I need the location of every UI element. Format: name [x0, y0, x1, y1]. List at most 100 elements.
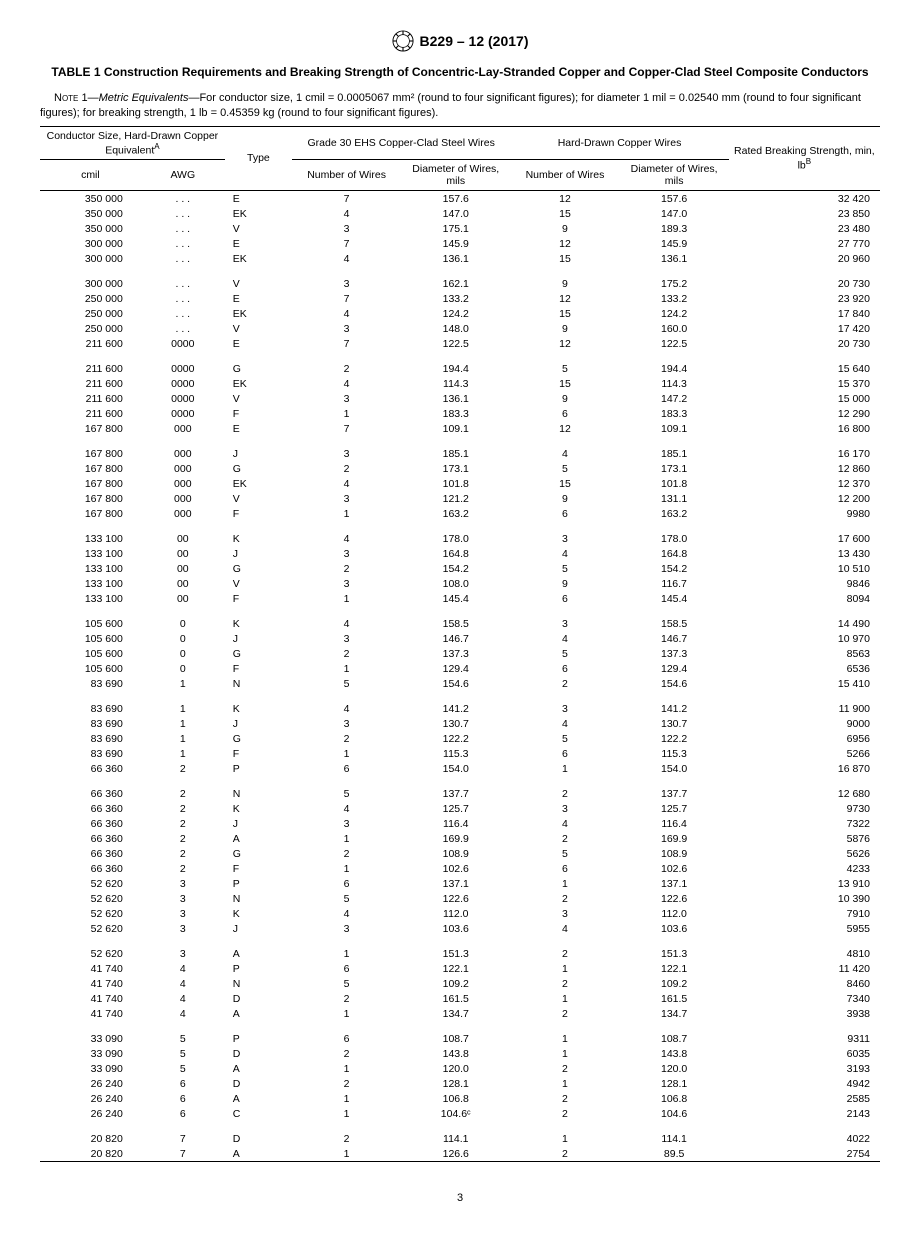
cell-awg: 000 — [141, 506, 225, 521]
cell-n2: 2 — [510, 1091, 619, 1106]
cell-cmil: 66 360 — [40, 846, 141, 861]
table-row: 350 000. . .EK4147.015147.023 850 — [40, 206, 880, 221]
cell-d1: 128.1 — [401, 1076, 510, 1091]
cell-n2: 15 — [510, 306, 619, 321]
cell-n1: 3 — [292, 546, 401, 561]
cell-n2: 1 — [510, 991, 619, 1006]
cell-n2: 6 — [510, 746, 619, 761]
cell-type: EK — [225, 206, 292, 221]
cell-n1: 6 — [292, 961, 401, 976]
cell-strength: 4810 — [729, 946, 880, 961]
cell-n2: 9 — [510, 276, 619, 291]
cell-awg: 2 — [141, 831, 225, 846]
cell-cmil: 105 600 — [40, 631, 141, 646]
cell-cmil: 350 000 — [40, 206, 141, 221]
cell-d2: 115.3 — [620, 746, 729, 761]
cell-n1: 2 — [292, 1076, 401, 1091]
cell-cmil: 66 360 — [40, 801, 141, 816]
cell-n2: 3 — [510, 616, 619, 631]
note-1: Note 1—Metric Equivalents—For conductor … — [40, 91, 880, 122]
cell-d2: 106.8 — [620, 1091, 729, 1106]
cell-strength: 20 730 — [729, 276, 880, 291]
cell-d2: 114.3 — [620, 376, 729, 391]
cell-strength: 23 920 — [729, 291, 880, 306]
cell-d2: 136.1 — [620, 251, 729, 266]
cell-d1: 122.2 — [401, 731, 510, 746]
table-row: 20 8207A1126.6289.52754 — [40, 1146, 880, 1162]
cell-n2: 12 — [510, 191, 619, 207]
cell-n2: 9 — [510, 576, 619, 591]
cell-d1: 121.2 — [401, 491, 510, 506]
cell-d1: 126.6 — [401, 1146, 510, 1162]
cell-strength: 12 200 — [729, 491, 880, 506]
cell-n2: 15 — [510, 476, 619, 491]
cell-awg: 00 — [141, 531, 225, 546]
table-row: 105 6000J3146.74146.710 970 — [40, 631, 880, 646]
th-awg: AWG — [141, 160, 225, 191]
cell-awg: 6 — [141, 1106, 225, 1121]
cell-n2: 2 — [510, 831, 619, 846]
cell-d1: 173.1 — [401, 461, 510, 476]
cell-d1: 115.3 — [401, 746, 510, 761]
cell-strength: 9846 — [729, 576, 880, 591]
cell-strength: 11 900 — [729, 701, 880, 716]
cell-strength: 5266 — [729, 746, 880, 761]
cell-type: E — [225, 291, 292, 306]
cell-d1: 183.3 — [401, 406, 510, 421]
th-diam2: Diameter of Wires, mils — [620, 160, 729, 191]
cell-d1: 154.6 — [401, 676, 510, 691]
table-row: 105 6000G2137.35137.38563 — [40, 646, 880, 661]
cell-type: C — [225, 1106, 292, 1121]
table-row: 83 6901K4141.23141.211 900 — [40, 701, 880, 716]
th-grade30: Grade 30 EHS Copper-Clad Steel Wires — [292, 126, 510, 160]
spacer-row — [40, 1121, 880, 1131]
cell-n2: 12 — [510, 421, 619, 436]
cell-n1: 7 — [292, 191, 401, 207]
cell-n1: 2 — [292, 846, 401, 861]
cell-n1: 1 — [292, 406, 401, 421]
cell-awg: . . . — [141, 191, 225, 207]
cell-d1: 104.6ᶜ — [401, 1106, 510, 1121]
cell-cmil: 83 690 — [40, 676, 141, 691]
cell-type: G — [225, 461, 292, 476]
cell-awg: 3 — [141, 891, 225, 906]
cell-d1: 125.7 — [401, 801, 510, 816]
cell-n2: 5 — [510, 646, 619, 661]
cell-strength: 6956 — [729, 731, 880, 746]
cell-cmil: 250 000 — [40, 306, 141, 321]
cell-n2: 15 — [510, 376, 619, 391]
cell-awg: 0 — [141, 631, 225, 646]
spacer-row — [40, 521, 880, 531]
cell-cmil: 167 800 — [40, 461, 141, 476]
cell-n1: 3 — [292, 921, 401, 936]
cell-awg: 7 — [141, 1146, 225, 1162]
cell-cmil: 33 090 — [40, 1046, 141, 1061]
cell-type: J — [225, 816, 292, 831]
cell-n2: 4 — [510, 716, 619, 731]
cell-awg: . . . — [141, 291, 225, 306]
cell-type: G — [225, 731, 292, 746]
cell-awg: 6 — [141, 1076, 225, 1091]
cell-type: A — [225, 1146, 292, 1162]
cell-type: F — [225, 591, 292, 606]
cell-d2: 173.1 — [620, 461, 729, 476]
cell-cmil: 66 360 — [40, 831, 141, 846]
cell-awg: 6 — [141, 1091, 225, 1106]
cell-type: N — [225, 676, 292, 691]
table-body: 350 000. . .E7157.612157.632 420350 000.… — [40, 191, 880, 1162]
cell-cmil: 52 620 — [40, 891, 141, 906]
cell-d1: 122.6 — [401, 891, 510, 906]
cell-d1: 169.9 — [401, 831, 510, 846]
cell-strength: 15 000 — [729, 391, 880, 406]
cell-n1: 2 — [292, 731, 401, 746]
cell-awg: 1 — [141, 716, 225, 731]
cell-cmil: 167 800 — [40, 421, 141, 436]
table-row: 167 800000EK4101.815101.812 370 — [40, 476, 880, 491]
cell-n1: 4 — [292, 616, 401, 631]
cell-d1: 154.2 — [401, 561, 510, 576]
table-row: 133 10000G2154.25154.210 510 — [40, 561, 880, 576]
cell-d1: 114.1 — [401, 1131, 510, 1146]
cell-n1: 3 — [292, 446, 401, 461]
cell-d1: 109.1 — [401, 421, 510, 436]
cell-awg: . . . — [141, 306, 225, 321]
